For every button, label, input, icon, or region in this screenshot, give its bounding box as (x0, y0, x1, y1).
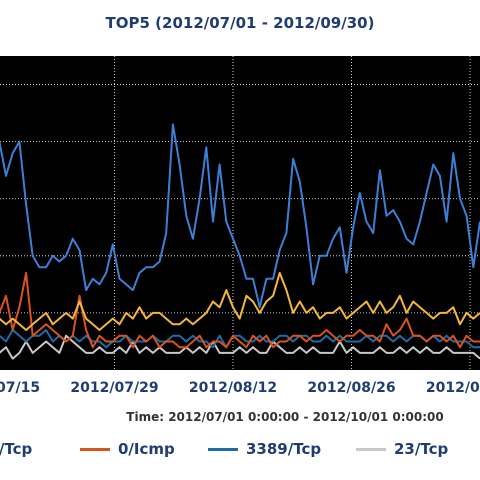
series-line-33-tcp (0, 271, 480, 331)
series-line-0-icmp (0, 271, 480, 349)
series-line-3389-tcp (0, 123, 480, 309)
x-tick-label: 2012/07/15 (0, 380, 40, 396)
legend-label: 33/Tcp (0, 440, 33, 458)
x-tick-labels: 2012/07/15 2012/07/29 2012/08/12 2012/08/26… (0, 380, 480, 396)
legend-label: 0/Icmp (118, 440, 175, 458)
x-tick-label: 2012/09/09 (426, 380, 480, 396)
legend-label: 3389/Tcp (246, 440, 322, 458)
x-axis-label: Time: 2012/07/01 0:00:00 - 2012/10/01 0:… (126, 410, 444, 424)
legend-swatch (80, 447, 110, 451)
legend-item[interactable]: 3389/Tcp (208, 434, 321, 464)
series-line-23-tcp (0, 334, 480, 360)
series-lines (0, 123, 480, 360)
legend-swatch (356, 447, 386, 451)
x-tick-label: 2012/08/26 (307, 380, 395, 396)
grid-lines (0, 56, 480, 370)
x-tick-label: 2012/07/29 (70, 380, 158, 396)
chart-title: TOP5 (2012/07/01 - 2012/09/30) (105, 14, 375, 32)
legend-item[interactable]: 0/Icmp (80, 434, 175, 464)
legend: 33/Tcp 0/Icmp 3389/Tcp 23/Tcp (0, 434, 480, 464)
legend-label: 23/Tcp (394, 440, 449, 458)
legend-item[interactable]: 33/Tcp (0, 434, 32, 464)
x-tick-label: 2012/08/12 (189, 380, 277, 396)
legend-swatch (208, 447, 238, 451)
legend-item[interactable]: 23/Tcp (356, 434, 448, 464)
